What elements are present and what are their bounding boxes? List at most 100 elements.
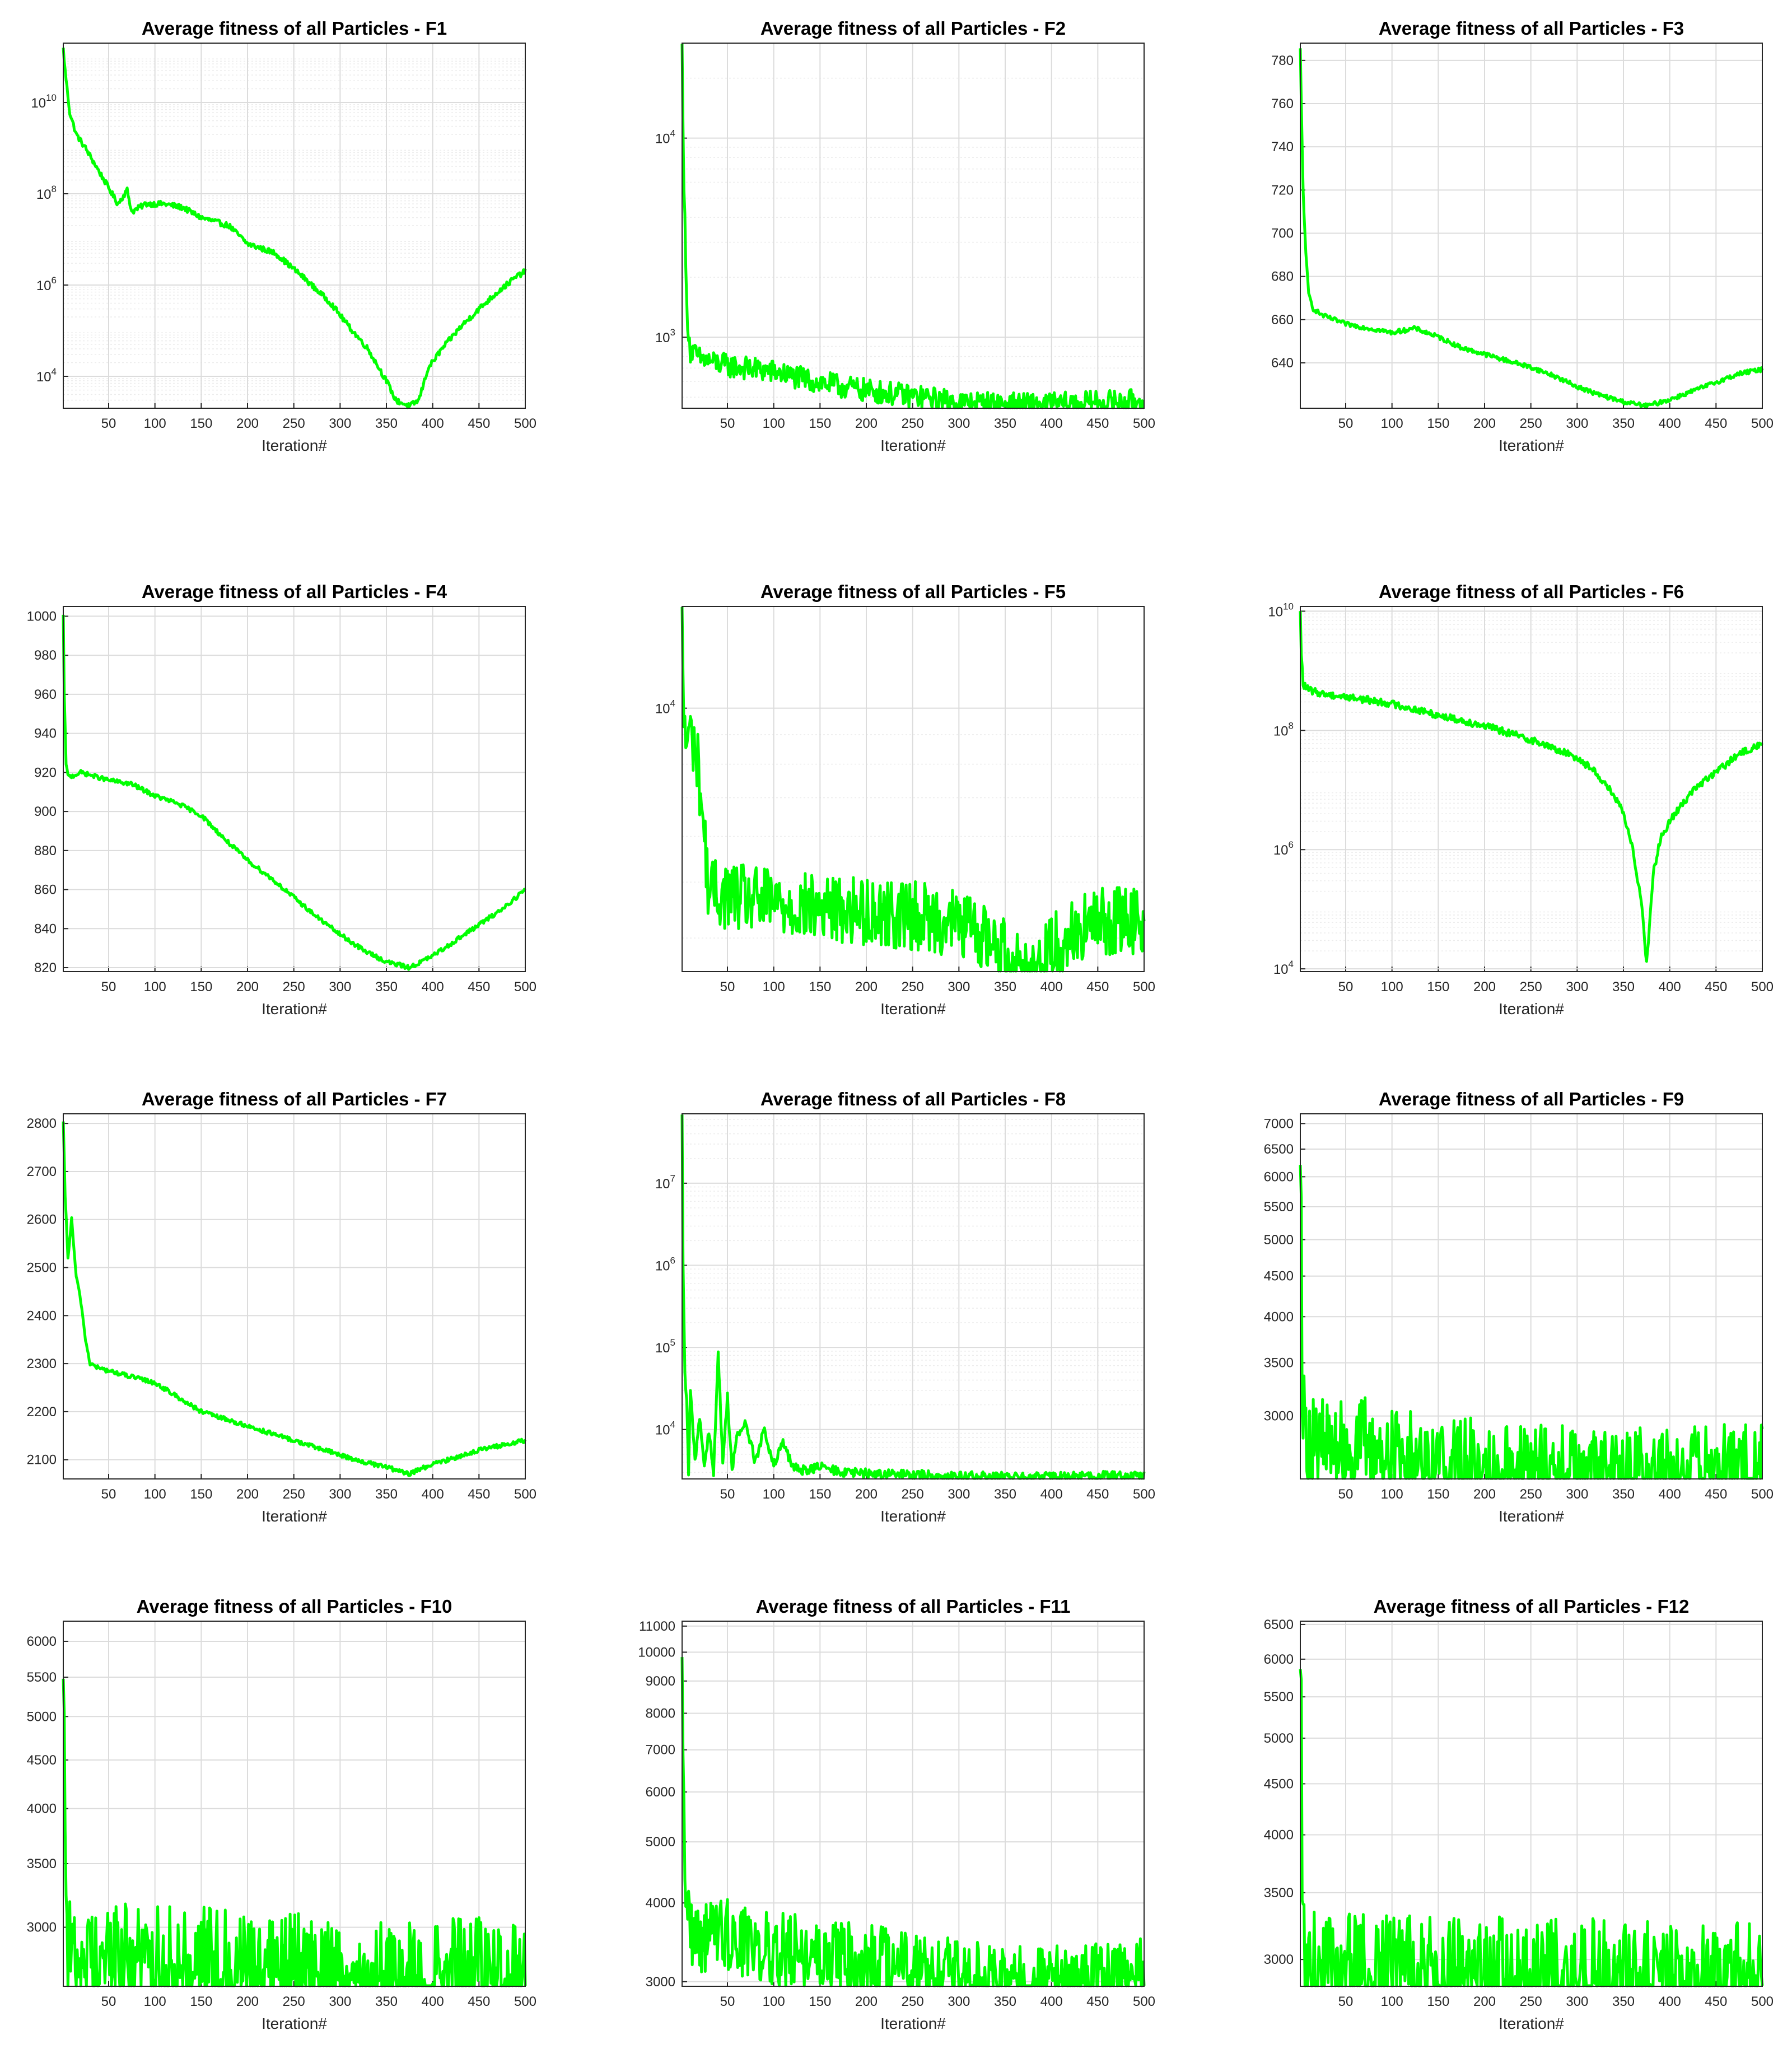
x-tick-label: 50 [1338,1487,1354,1502]
axes-box [682,606,1145,972]
chart-title: Average fitness of all Particles - F5 [760,581,1066,602]
chart-title: Average fitness of all Particles - F8 [760,1089,1066,1109]
y-tick-label: 700 [1271,226,1294,241]
y-tick-label: 104 [655,1420,675,1438]
fitness-series-line [1299,48,1764,409]
y-tick-label: 3000 [1264,1952,1294,1967]
x-tick-label: 500 [1751,416,1774,431]
x-axis-label: Iteration# [1499,1000,1564,1018]
x-tick-label: 300 [329,1487,351,1502]
axes-box [63,43,526,409]
x-tick-label: 500 [1751,1487,1774,1502]
y-tick-label: 5000 [1264,1731,1294,1746]
x-tick-label: 450 [1705,416,1727,431]
chart-panel: 50 100 150 200 250 300 350 400 450 500 104 105 106 10… [655,1089,1155,1525]
x-tick-label: 50 [720,416,735,431]
x-tick-label: 450 [468,979,490,995]
x-tick-label: 350 [1612,1994,1635,2009]
x-tick-label: 450 [1086,1487,1109,1502]
y-tick-label: 920 [34,765,57,780]
y-tick-label: 780 [1271,53,1294,68]
x-tick-label: 250 [283,416,305,431]
y-tick-label: 4500 [1264,1776,1294,1791]
x-tick-label: 500 [1133,1487,1155,1502]
x-tick-label: 200 [1473,1487,1496,1502]
chart-panel: 50 100 150 200 250 300 350 400 450 500 2100 2200 230… [27,1089,536,1525]
y-tick-label: 104 [655,698,675,717]
x-tick-label: 500 [1751,1994,1774,2009]
axes-box [63,1621,526,1987]
x-tick-label: 350 [375,416,398,431]
y-tick-label: 940 [34,726,57,741]
x-tick-label: 200 [236,1994,259,2009]
y-tick-label: 6000 [1264,1652,1294,1667]
x-tick-label: 250 [902,1994,924,2009]
y-tick-label: 2200 [27,1404,57,1420]
y-tick-label: 6000 [646,1785,675,1800]
y-tick-label: 5500 [1264,1199,1294,1215]
fitness-series-line [680,606,1146,973]
y-tick-label: 5000 [1264,1233,1294,1248]
x-tick-label: 250 [902,979,924,995]
x-tick-label: 100 [1381,1487,1403,1502]
x-tick-label: 500 [514,979,536,995]
y-tick-label: 2600 [27,1212,57,1227]
y-tick-label: 104 [1273,959,1294,977]
y-tick-label: 104 [655,128,675,147]
x-tick-label: 400 [422,416,444,431]
y-tick-label: 4000 [1264,1828,1294,1843]
x-tick-label: 400 [1659,1487,1681,1502]
y-tick-label: 3500 [1264,1356,1294,1371]
x-tick-label: 300 [1566,416,1588,431]
chart-panel: 50 100 150 200 250 300 350 400 450 500 820 840 860 88… [27,581,536,1018]
y-tick-label: 5000 [646,1835,675,1850]
x-tick-label: 250 [283,979,305,995]
chart-panel: 50 100 150 200 250 300 350 400 450 500 3000 3500 400… [27,1596,536,2032]
x-tick-label: 250 [902,1487,924,1502]
x-tick-label: 200 [855,416,878,431]
chart-panel: 50 100 150 200 250 300 350 400 450 500 3000 4000 500… [638,1596,1155,2032]
x-tick-label: 400 [1040,1994,1063,2009]
y-tick-label: 9000 [646,1674,675,1689]
y-tick-label: 6500 [1264,1617,1294,1632]
axes-box [1300,43,1763,409]
x-tick-label: 150 [809,979,831,995]
axes-box [63,1113,526,1479]
fitness-series-line [680,43,1145,409]
chart-panel: 50 100 150 200 250 300 350 400 450 500 104 106 108 10… [1268,581,1774,1018]
y-tick-label: 980 [34,648,57,663]
y-tick-label: 880 [34,843,57,858]
y-tick-label: 108 [36,184,57,202]
x-tick-label: 250 [1520,1487,1542,1502]
x-axis-label: Iteration# [262,1507,327,1525]
x-tick-label: 300 [948,416,970,431]
x-tick-label: 50 [1338,416,1354,431]
fitness-series-line [680,1657,1146,1987]
chart-title: Average fitness of all Particles - F6 [1379,581,1684,602]
x-axis-label: Iteration# [880,437,946,454]
x-tick-label: 450 [468,1487,490,1502]
chart-title: Average fitness of all Particles - F1 [142,18,447,39]
x-tick-label: 50 [101,979,116,995]
x-tick-label: 450 [468,416,490,431]
x-tick-label: 150 [1427,1487,1449,1502]
y-tick-label: 2300 [27,1356,57,1371]
chart-title: Average fitness of all Particles - F7 [142,1089,447,1109]
x-tick-label: 200 [1473,416,1496,431]
y-tick-label: 1010 [1268,601,1294,619]
x-tick-label: 400 [422,1994,444,2009]
x-tick-label: 450 [1705,1994,1727,2009]
y-tick-label: 820 [34,960,57,976]
x-tick-label: 150 [809,1994,831,2009]
y-tick-label: 840 [34,921,57,936]
x-tick-label: 100 [763,1487,785,1502]
x-axis-label: Iteration# [262,2015,327,2032]
y-tick-label: 10000 [638,1645,675,1660]
x-tick-label: 50 [1338,1994,1354,2009]
x-tick-label: 100 [1381,416,1403,431]
x-axis-label: Iteration# [262,1000,327,1018]
y-tick-label: 106 [36,275,57,293]
x-tick-label: 100 [144,1994,166,2009]
y-tick-label: 660 [1271,312,1294,328]
